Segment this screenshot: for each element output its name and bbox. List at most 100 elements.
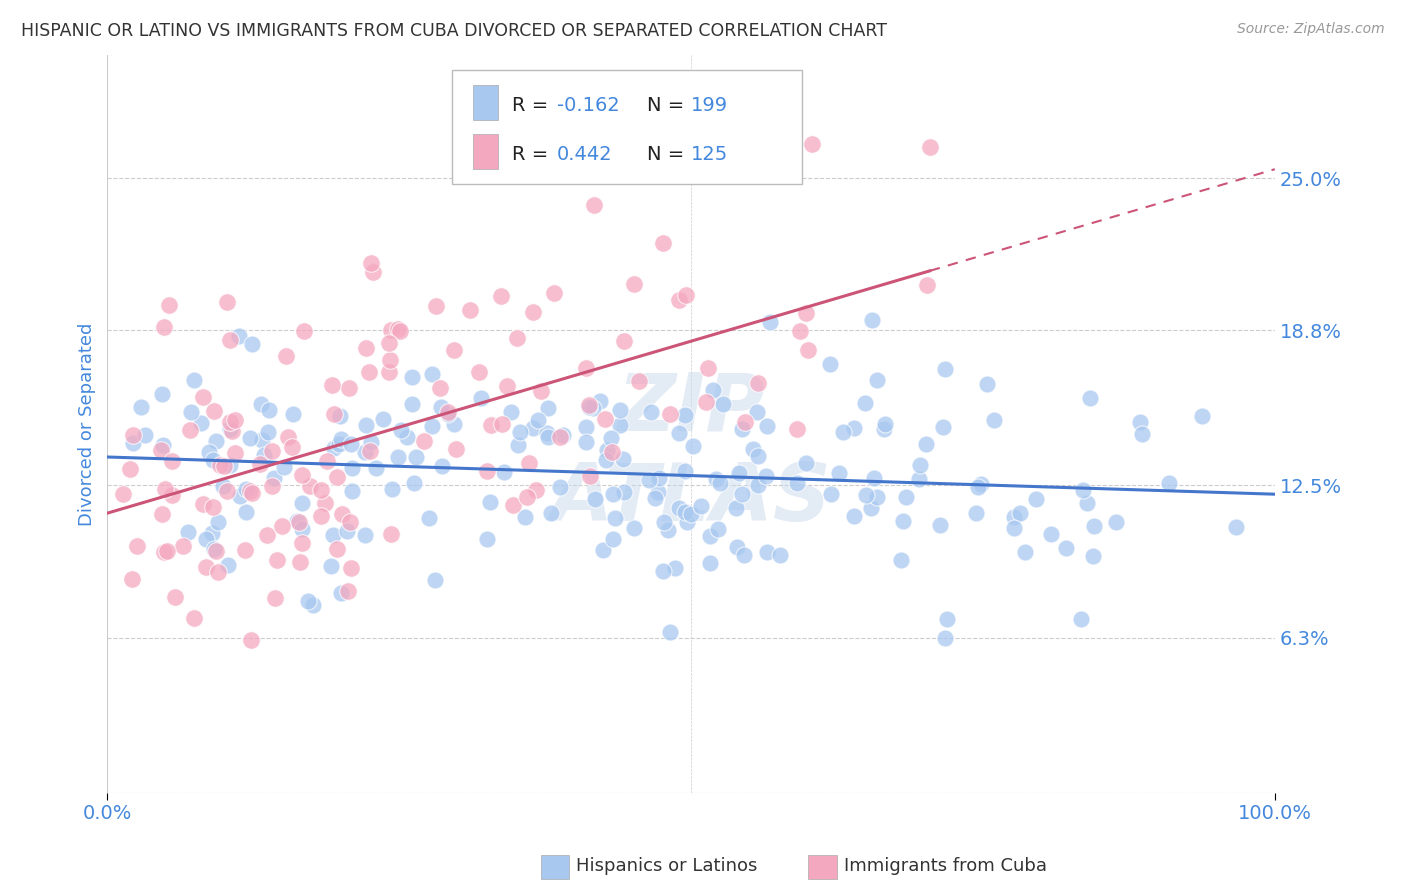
Point [291, 467, 314, 482]
Point [337, 583, 360, 598]
Point [644, 491, 666, 505]
Point [537, 401, 560, 416]
Point [853, 396, 876, 410]
Point [530, 384, 553, 398]
Point [755, 468, 778, 483]
Point [681, 508, 703, 522]
Point [796, 456, 818, 470]
Point [425, 299, 447, 313]
Point [249, 457, 271, 471]
Point [652, 236, 675, 251]
Point [219, 458, 242, 473]
Point [513, 510, 536, 524]
Point [908, 458, 931, 472]
Point [330, 586, 353, 600]
Point [613, 484, 636, 499]
Point [378, 335, 401, 350]
Text: HISPANIC OR LATINO VS IMMIGRANTS FROM CUBA DIVORCED OR SEPARATED CORRELATION CHA: HISPANIC OR LATINO VS IMMIGRANTS FROM CU… [21, 22, 887, 40]
Point [475, 464, 498, 478]
Point [756, 418, 779, 433]
Point [359, 365, 381, 379]
Point [575, 361, 598, 376]
Point [217, 483, 239, 498]
Point [314, 495, 336, 509]
Point [934, 631, 956, 645]
Point [479, 418, 502, 433]
Point [378, 365, 401, 379]
Point [915, 437, 938, 451]
Text: Hispanics or Latinos: Hispanics or Latinos [576, 857, 758, 875]
Point [134, 427, 156, 442]
Point [219, 415, 242, 429]
Point [360, 434, 382, 449]
Text: 0.442: 0.442 [557, 145, 613, 164]
Point [1025, 491, 1047, 506]
Point [747, 477, 769, 491]
Point [288, 515, 311, 529]
Point [863, 471, 886, 485]
Point [668, 425, 690, 440]
Point [623, 277, 645, 291]
Point [190, 416, 212, 430]
Point [917, 277, 939, 292]
Text: ZIP
ATLAS: ZIP ATLAS [551, 369, 831, 538]
Point [430, 401, 453, 415]
Point [219, 422, 242, 436]
Point [330, 433, 353, 447]
Point [786, 421, 808, 435]
Point [506, 331, 529, 345]
Point [207, 515, 229, 529]
Point [277, 430, 299, 444]
Point [201, 500, 224, 514]
Point [127, 539, 149, 553]
Point [1129, 415, 1152, 429]
Point [865, 490, 887, 504]
Point [1071, 483, 1094, 497]
Point [240, 486, 263, 500]
Point [443, 417, 465, 432]
Point [339, 515, 361, 529]
Text: N =: N = [647, 95, 690, 115]
Point [862, 313, 884, 327]
Point [380, 323, 402, 337]
Point [336, 524, 359, 539]
Point [582, 401, 605, 416]
Point [1010, 506, 1032, 520]
Point [195, 559, 218, 574]
Point [1191, 409, 1213, 423]
Point [758, 315, 780, 329]
Point [239, 431, 262, 445]
Point [319, 558, 342, 573]
Point [1081, 549, 1104, 564]
Point [250, 397, 273, 411]
Point [873, 422, 896, 436]
Point [789, 324, 811, 338]
Point [340, 561, 363, 575]
Point [339, 381, 361, 395]
Point [425, 573, 447, 587]
Point [160, 488, 183, 502]
Point [1157, 476, 1180, 491]
Point [194, 532, 217, 546]
Point [589, 393, 612, 408]
Point [381, 482, 404, 496]
Point [291, 522, 314, 536]
Point [177, 525, 200, 540]
Point [436, 405, 458, 419]
Point [290, 555, 312, 569]
Point [612, 452, 634, 467]
Point [179, 423, 201, 437]
Point [522, 421, 544, 435]
Point [380, 527, 402, 541]
Point [1078, 391, 1101, 405]
Point [228, 329, 250, 343]
Point [183, 373, 205, 387]
Point [592, 542, 614, 557]
Point [583, 198, 606, 212]
Point [801, 136, 824, 151]
Point [359, 443, 381, 458]
Y-axis label: Divorced or Separated: Divorced or Separated [79, 322, 96, 525]
Text: 125: 125 [692, 145, 728, 164]
Point [983, 413, 1005, 427]
Point [965, 506, 987, 520]
